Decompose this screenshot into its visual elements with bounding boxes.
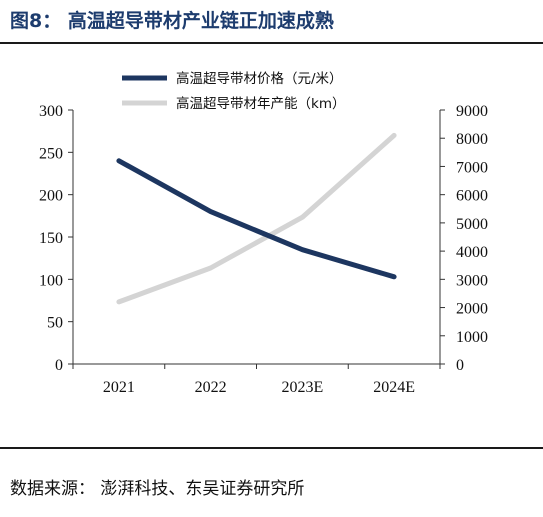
left-y-axis: 0 50 100 150 200 250 300 bbox=[39, 103, 73, 374]
right-tick-label: 4000 bbox=[456, 244, 488, 261]
source-note: 数据来源： 澎湃科技、东吴证券研究所 bbox=[10, 479, 305, 499]
x-tick-label: 2022 bbox=[195, 379, 227, 396]
legend: 高温超导带材价格（元/米） 高温超导带材年产能（km） bbox=[122, 70, 345, 112]
legend-label-price: 高温超导带材价格（元/米） bbox=[176, 70, 343, 87]
price-series-line bbox=[116, 158, 397, 280]
right-tick-label: 3000 bbox=[456, 272, 488, 289]
x-tick-label: 2021 bbox=[103, 379, 135, 396]
figure-title: 图8： 高温超导带材产业链正加速成熟 bbox=[10, 10, 334, 32]
left-tick-label: 100 bbox=[39, 272, 63, 289]
x-tick-label: 2023E bbox=[281, 379, 323, 396]
right-tick-label: 1000 bbox=[456, 329, 488, 346]
capacity-series-line bbox=[116, 132, 397, 305]
top-rule bbox=[0, 42, 543, 44]
x-tick-label: 2024E bbox=[373, 379, 415, 396]
right-tick-label: 2000 bbox=[456, 301, 488, 318]
right-tick-label: 6000 bbox=[456, 188, 488, 205]
right-tick-label: 5000 bbox=[456, 216, 488, 233]
left-tick-label: 250 bbox=[39, 145, 63, 162]
right-tick-label: 8000 bbox=[456, 131, 488, 148]
left-tick-label: 50 bbox=[47, 315, 63, 332]
left-tick-label: 200 bbox=[39, 188, 63, 205]
x-axis: 2021 2022 2023E 2024E bbox=[72, 364, 441, 396]
left-tick-label: 150 bbox=[39, 230, 63, 247]
right-tick-label: 7000 bbox=[456, 159, 488, 176]
right-y-axis: 0 1000 2000 3000 4000 5000 6000 7000 8000 9000 bbox=[440, 103, 488, 374]
series-layer bbox=[116, 132, 397, 305]
legend-label-capacity: 高温超导带材年产能（km） bbox=[176, 95, 345, 112]
right-tick-label: 9000 bbox=[456, 103, 488, 120]
left-tick-label: 0 bbox=[55, 357, 63, 374]
left-tick-label: 300 bbox=[39, 103, 63, 120]
bottom-rule bbox=[0, 447, 543, 449]
line-chart: 高温超导带材价格（元/米） 高温超导带材年产能（km） 0 50 100 150 200… bbox=[39, 70, 488, 396]
right-tick-label: 0 bbox=[456, 357, 464, 374]
